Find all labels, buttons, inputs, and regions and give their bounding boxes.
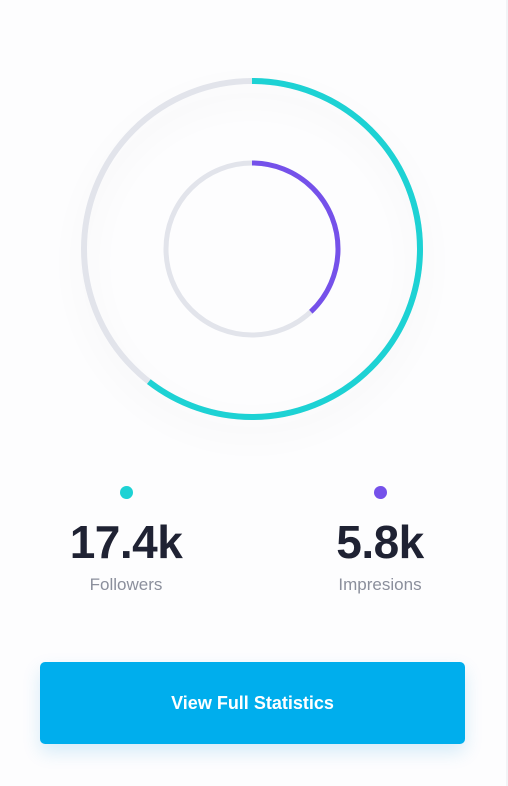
teal-dot-icon [119,486,133,499]
view-full-statistics-button[interactable]: View Full Statistics [40,662,465,744]
followers-value: 17.4k [69,516,183,568]
followers-impressions-ring-chart [40,38,464,462]
followers-metric: 17.4k Followers [26,486,226,595]
purple-dot-icon [373,486,387,499]
impressions-metric: 5.8k Impresions [280,486,480,595]
ring-chart-svg [81,78,423,420]
impressions-value: 5.8k [336,516,424,568]
followers-label: Followers [89,575,163,594]
outer-ring-progress-followers [81,78,423,420]
inner-ring-progress-impressions [163,160,341,338]
impressions-label: Impresions [338,575,422,594]
